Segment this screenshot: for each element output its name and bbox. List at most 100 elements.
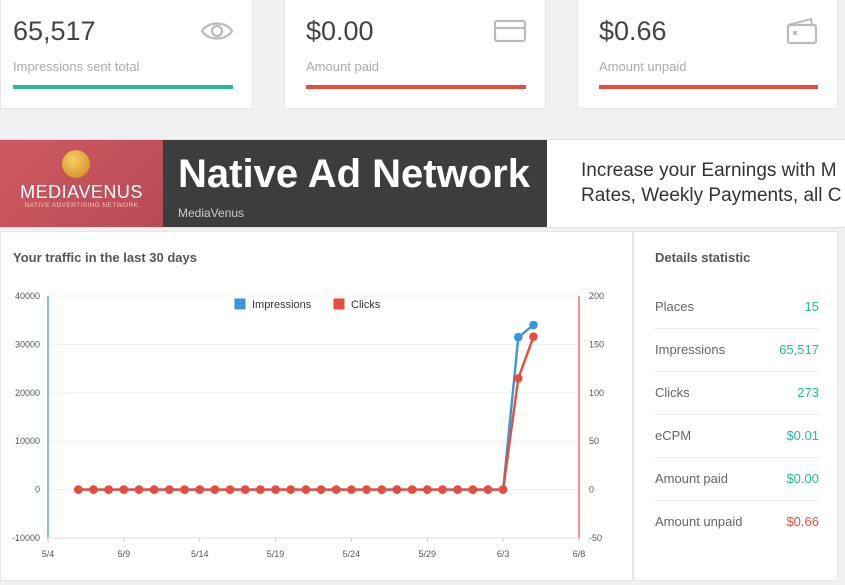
credit-card-icon — [493, 19, 527, 43]
details-row-impressions: Impressions 65,517 — [655, 329, 819, 372]
data-point-clicks — [256, 485, 265, 494]
mediavenus-logo: MEDIAVENUS NATIVE ADVERTISING NETWORK — [0, 140, 163, 227]
series-line-clicks — [78, 336, 535, 491]
amount-unpaid-card-bar — [599, 85, 818, 89]
impressions-card-bar — [13, 85, 233, 89]
eye-icon — [200, 22, 234, 40]
details-row-value: $0.01 — [786, 428, 819, 443]
y-left-tick-label: 30000 — [15, 339, 40, 349]
data-point-clicks — [529, 332, 538, 341]
data-point-clicks — [483, 485, 493, 494]
data-point-impressions — [529, 320, 538, 330]
amount-unpaid-value: $0.66 — [599, 16, 667, 46]
y-right-tick-label: 0 — [589, 485, 594, 495]
data-point-clicks — [362, 485, 371, 494]
coin-logo-icon — [62, 150, 90, 178]
details-row-amount-paid: Amount paid $0.00 — [655, 458, 819, 501]
ad-banner[interactable]: MEDIAVENUS NATIVE ADVERTISING NETWORK Na… — [0, 139, 845, 228]
amount-unpaid-card: $0.66 Amount unpaid — [577, 0, 838, 109]
logo-brand-text: MEDIAVENUS — [20, 182, 143, 202]
banner-promo-line-1: Increase your Earnings with M — [581, 160, 837, 181]
details-row-value: $0.00 — [786, 471, 819, 486]
data-point-clicks — [498, 485, 508, 494]
traffic-panel: Your traffic in the last 30 days -10000 0… — [0, 231, 633, 581]
y-left-tick-label: 10000 — [15, 436, 40, 446]
logo-tagline: NATIVE ADVERTISING NETWORK — [24, 202, 139, 209]
y-right-tick-label: -50 — [589, 533, 602, 543]
data-point-clicks — [89, 485, 98, 494]
details-panel: Details statistic Places 15 Impressions … — [633, 231, 838, 581]
x-tick-label: 6/8 — [573, 549, 586, 559]
x-tick-label: 5/4 — [42, 549, 55, 559]
details-row-amount-unpaid: Amount unpaid $0.66 — [655, 501, 819, 544]
details-row-places: Places 15 — [655, 286, 819, 329]
data-point-clicks — [149, 485, 159, 494]
data-point-clicks — [119, 485, 129, 494]
data-point-clicks — [210, 485, 220, 494]
data-point-clicks — [104, 485, 113, 494]
impressions-total-value: 65,517 — [13, 16, 96, 46]
amount-unpaid-label: Amount unpaid — [599, 59, 687, 74]
amount-paid-value: $0.00 — [306, 16, 374, 46]
traffic-chart: -10000 0 10000 20000 30000 40000 -50 0 50 100 150 2… — [12, 291, 604, 559]
data-point-clicks — [514, 373, 523, 383]
data-point-clicks — [195, 485, 205, 494]
x-tick-label: 5/9 — [118, 549, 131, 559]
data-point-clicks — [180, 485, 189, 494]
y-right-tick-label: 150 — [589, 339, 604, 349]
amount-paid-label: Amount paid — [306, 59, 379, 74]
data-point-impressions — [514, 332, 523, 342]
details-row-value: $0.66 — [786, 514, 819, 529]
traffic-title: Your traffic in the last 30 days — [13, 250, 197, 265]
y-left-tick-label: -10000 — [12, 533, 40, 543]
data-point-clicks — [316, 485, 326, 494]
details-row-label: Clicks — [655, 385, 690, 400]
details-row-value: 65,517 — [779, 342, 819, 357]
y-right-tick-label: 200 — [589, 291, 604, 301]
data-point-clicks — [271, 485, 280, 494]
data-point-clicks — [301, 485, 311, 494]
y-left-tick-label: 40000 — [15, 291, 40, 301]
series-line-impressions — [78, 324, 535, 491]
x-tick-label: 5/24 — [343, 549, 361, 559]
details-row-label: Impressions — [655, 342, 726, 357]
legend-label-impressions: Impressions — [252, 299, 312, 311]
data-point-clicks — [438, 485, 447, 494]
details-title: Details statistic — [655, 250, 751, 265]
data-point-clicks — [347, 485, 356, 494]
banner-promo-line-2: Rates, Weekly Payments, all C — [581, 185, 842, 206]
impressions-total-label: Impressions sent total — [13, 59, 140, 74]
legend-label-clicks: Clicks — [351, 299, 381, 311]
data-point-clicks — [392, 485, 402, 494]
y-left-tick-label: 0 — [35, 485, 40, 495]
legend-swatch-impressions — [233, 297, 247, 311]
y-right-tick-label: 50 — [589, 436, 599, 446]
x-tick-label: 5/19 — [267, 549, 285, 559]
data-point-clicks — [74, 485, 83, 494]
amount-paid-card: $0.00 Amount paid — [284, 0, 546, 109]
data-point-clicks — [468, 485, 478, 494]
details-row-label: Places — [655, 299, 695, 314]
details-row-ecpm: eCPM $0.01 — [655, 415, 819, 458]
x-tick-label: 5/14 — [191, 549, 209, 559]
wallet-icon — [786, 17, 818, 45]
banner-headline-panel: Native Ad Network MediaVenus — [163, 140, 547, 227]
legend-swatch-clicks — [332, 297, 346, 311]
data-point-clicks — [453, 485, 462, 494]
data-point-clicks — [331, 485, 341, 494]
data-point-clicks — [240, 485, 250, 494]
details-row-label: Amount unpaid — [655, 514, 743, 529]
details-row-value: 273 — [797, 385, 819, 400]
data-point-clicks — [377, 485, 387, 494]
details-row-label: Amount paid — [655, 471, 728, 486]
x-tick-label: 5/29 — [419, 549, 437, 559]
amount-paid-card-bar — [306, 85, 526, 89]
y-right-tick-label: 100 — [589, 388, 604, 398]
y-left-tick-label: 20000 — [15, 388, 40, 398]
data-point-clicks — [165, 485, 174, 494]
data-point-clicks — [407, 485, 417, 494]
banner-subtext: MediaVenus — [178, 206, 245, 220]
banner-headline: Native Ad Network — [178, 152, 530, 196]
data-point-clicks — [286, 485, 296, 494]
banner-promo-text: Increase your Earnings with M Rates, Wee… — [581, 158, 845, 208]
